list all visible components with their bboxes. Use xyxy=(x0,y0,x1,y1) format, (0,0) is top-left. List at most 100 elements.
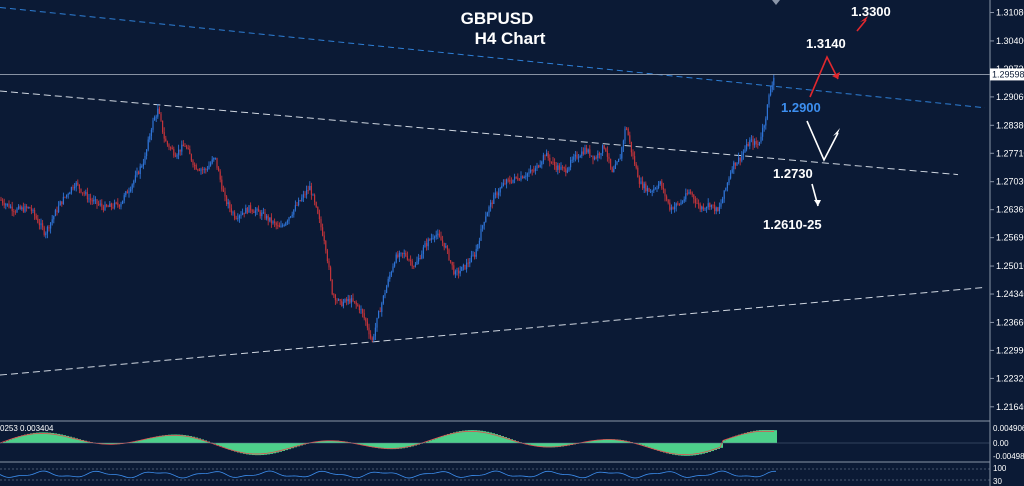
candle-body xyxy=(122,200,124,204)
candle-body xyxy=(691,192,693,195)
oscillator-bar xyxy=(483,431,486,443)
candle-body xyxy=(222,189,224,192)
candle-body xyxy=(442,240,444,243)
oscillator-bar xyxy=(465,430,468,443)
oscillator-bar xyxy=(336,440,339,443)
candle-body xyxy=(37,218,39,223)
candle-body xyxy=(45,233,47,235)
oscillator-bar xyxy=(60,434,63,443)
candle-body xyxy=(176,154,178,157)
oscillator-bar xyxy=(186,435,189,443)
shift-marker-icon xyxy=(772,0,780,5)
candle-body xyxy=(32,209,34,211)
candle-body xyxy=(344,299,346,303)
candle-body xyxy=(429,239,431,241)
candle-body xyxy=(66,194,68,197)
oscillator-bar xyxy=(375,443,378,448)
oscillator-bar xyxy=(180,434,183,443)
oscillator-bar xyxy=(759,430,762,443)
candle-body xyxy=(726,182,728,189)
candle-body xyxy=(414,264,416,267)
candle-body xyxy=(336,300,338,301)
candle-body xyxy=(712,204,714,206)
candle-body xyxy=(317,206,319,214)
candle-body xyxy=(163,132,165,139)
candle-body xyxy=(507,179,509,181)
oscillator-bar xyxy=(600,439,603,443)
candle-body xyxy=(219,171,221,180)
oscillator-bar xyxy=(408,443,411,448)
candle-body xyxy=(470,255,472,263)
candle-body xyxy=(131,184,133,190)
candle-body xyxy=(490,202,492,207)
candle-body xyxy=(144,155,146,164)
candle-body xyxy=(430,238,432,240)
candle-body xyxy=(35,215,37,219)
candle-body xyxy=(213,157,215,160)
oscillator-bar xyxy=(684,443,687,456)
candle-body xyxy=(8,203,10,208)
candle-body xyxy=(237,218,239,219)
candle-body xyxy=(773,77,775,86)
candle-body xyxy=(398,253,400,258)
candle-body xyxy=(602,145,604,154)
candle-body xyxy=(742,152,744,156)
candle-body xyxy=(418,258,420,262)
candle-body xyxy=(310,186,312,195)
oscillator-bar xyxy=(711,443,714,452)
candle-body xyxy=(517,177,519,180)
candle-body xyxy=(587,149,589,153)
oscillator-bar xyxy=(327,440,330,443)
oscillator-bar xyxy=(189,436,192,443)
candle-body xyxy=(307,190,309,191)
candle-body xyxy=(638,177,640,184)
oscillator-bar xyxy=(285,443,288,451)
candle-body xyxy=(723,190,725,199)
candle-body xyxy=(13,211,15,212)
candle-body xyxy=(413,266,415,268)
oscillator-bar xyxy=(606,439,609,443)
oscillator-bar xyxy=(12,438,15,443)
oscillator-bar xyxy=(75,438,78,443)
candle-body xyxy=(498,192,500,196)
candle-body xyxy=(78,184,80,189)
candle-body xyxy=(635,164,637,168)
candle-body xyxy=(563,167,565,169)
oscillator-bar xyxy=(723,440,726,443)
oscillator-bar xyxy=(81,439,84,443)
oscillator-bar xyxy=(558,443,561,447)
oscillator-bar xyxy=(342,441,345,443)
oscillator-bar xyxy=(144,439,147,443)
candle-body xyxy=(93,199,95,202)
candle-body xyxy=(363,313,365,319)
candle-body xyxy=(208,165,210,170)
oscillator-bar xyxy=(6,440,9,443)
candle-body xyxy=(384,292,386,296)
candle-body xyxy=(592,155,594,160)
price-tick-label: 1.27710 xyxy=(996,148,1024,158)
candle-body xyxy=(395,254,397,263)
oscillator-bar xyxy=(357,443,360,445)
candle-body xyxy=(725,188,727,191)
oscillator-bar xyxy=(543,443,546,448)
candle-body xyxy=(509,179,511,182)
oscillator-bar xyxy=(702,443,705,454)
candle-body xyxy=(256,208,258,211)
candle-body xyxy=(358,305,360,311)
oscillator-bar xyxy=(729,437,732,443)
candle-body xyxy=(750,139,752,141)
oscillator-bar xyxy=(765,430,768,443)
candle-body xyxy=(251,210,253,212)
candle-body xyxy=(104,204,106,211)
oscillator-bar xyxy=(492,433,495,443)
oscillator-bar xyxy=(615,439,618,443)
candle-body xyxy=(378,311,380,318)
annotation-support-2: 1.2610-25 xyxy=(763,217,822,232)
pullback-path-arrow xyxy=(806,120,840,162)
candle-body xyxy=(510,181,512,183)
candle-body xyxy=(186,146,188,148)
oscillator-bar xyxy=(84,440,87,443)
oscillator-bar xyxy=(102,443,105,445)
candle-body xyxy=(669,202,671,210)
oscillator-bar xyxy=(270,443,273,454)
